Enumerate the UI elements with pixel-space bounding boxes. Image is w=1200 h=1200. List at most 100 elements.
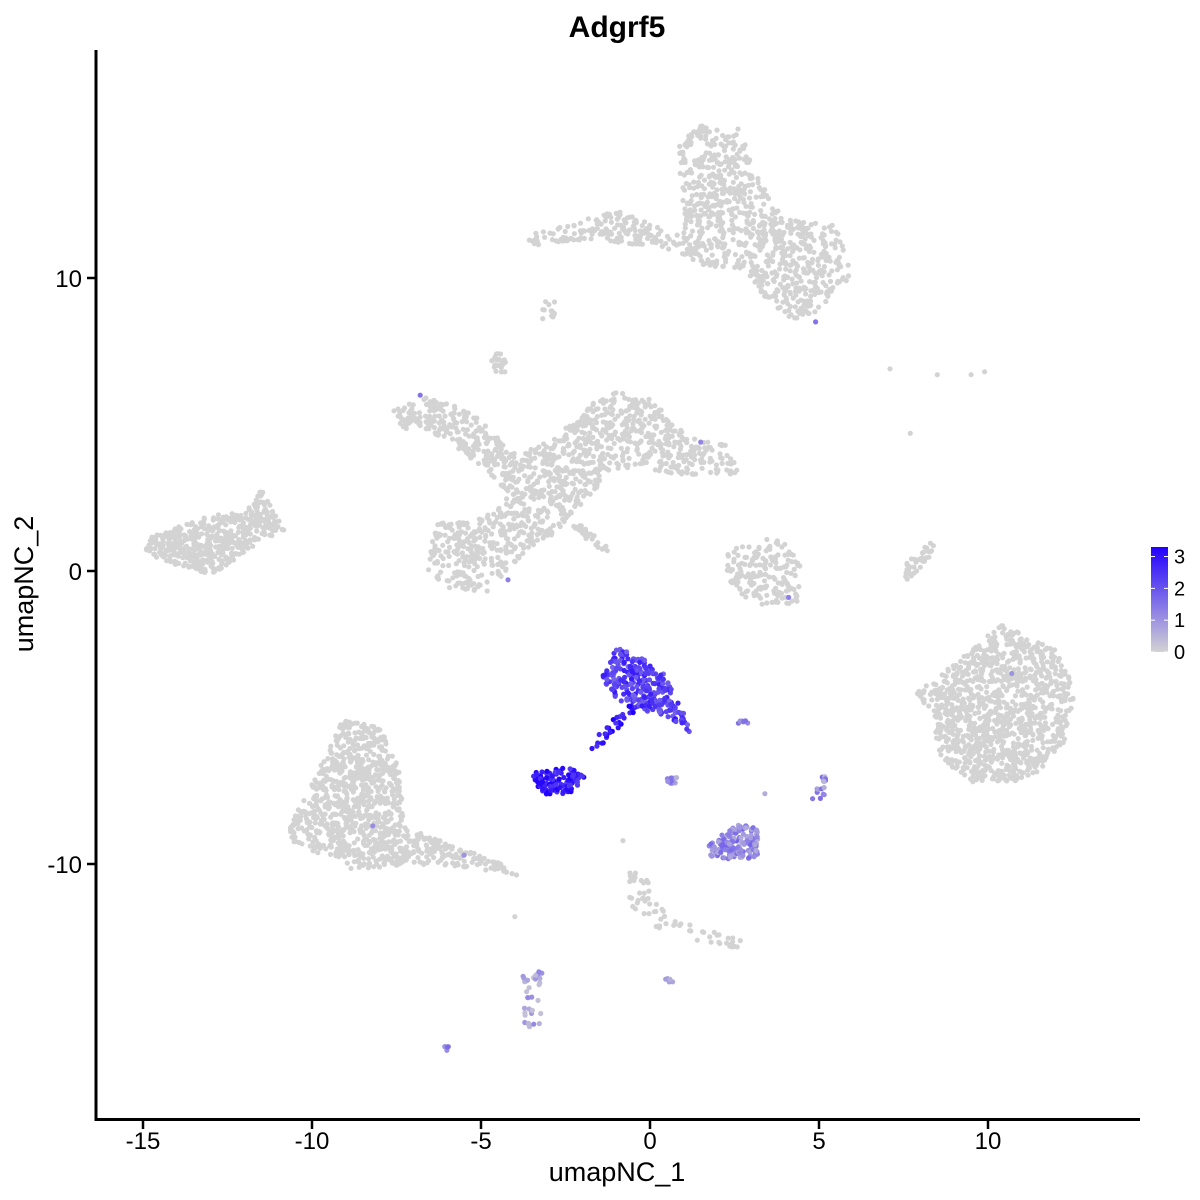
point-bottom-left — [345, 739, 351, 745]
point-top-right-large — [732, 163, 738, 169]
point-right-large — [1000, 630, 1006, 636]
point-center-star — [499, 451, 505, 457]
point-top-right-large — [760, 277, 766, 283]
point-center-star — [687, 460, 693, 466]
point-left-far — [231, 513, 237, 519]
point-bottom-left — [389, 858, 395, 865]
point-right-large — [1028, 647, 1034, 653]
point-bottom-left — [327, 851, 334, 858]
point-center-star — [482, 525, 488, 531]
point-center-star — [465, 447, 471, 453]
point-top-right-large — [788, 230, 794, 236]
point-center-star — [659, 449, 665, 456]
point-left-far — [201, 516, 207, 523]
point-center-star — [461, 539, 467, 545]
point-right-large — [945, 668, 952, 674]
point-center-star — [666, 455, 672, 461]
point-left-far — [195, 544, 201, 550]
point-right-large — [1056, 740, 1062, 746]
point-top-right-large — [793, 272, 799, 278]
point-center-star — [601, 465, 607, 471]
point-right-large — [980, 700, 986, 706]
point-top-right-large — [736, 155, 743, 161]
point-bottom-left — [395, 856, 401, 863]
point-center-star — [521, 501, 527, 507]
point-center-star — [516, 476, 522, 482]
point-center-star — [572, 486, 578, 492]
point-center-star — [522, 507, 528, 513]
point-right-large — [995, 777, 1002, 783]
point-top-right-large — [833, 237, 839, 243]
point-left-far — [207, 559, 213, 565]
point-small-arc — [753, 588, 759, 594]
point-top-right-large — [803, 230, 810, 236]
point-bottom-left — [404, 844, 410, 850]
point-right-large — [973, 647, 979, 653]
point-right-large — [950, 739, 956, 745]
point-right-large — [1000, 755, 1006, 761]
point-small-arc — [785, 551, 791, 558]
point-top-right-large — [827, 278, 834, 284]
point-top-right-large — [711, 173, 717, 179]
point-center-star — [615, 462, 622, 468]
point-top-right-large — [717, 176, 724, 182]
point-center-star — [434, 431, 440, 437]
point-bottom-left — [396, 807, 402, 814]
point-top-right-large — [709, 157, 715, 163]
point-right-large — [955, 707, 961, 713]
point-center-star — [652, 403, 658, 409]
point-bottom-left — [314, 792, 320, 798]
point-bottom-left — [351, 840, 357, 846]
point-bottom-left — [331, 786, 337, 793]
point-right-large — [1008, 722, 1014, 728]
point-bottom-left — [415, 855, 421, 861]
point-center-star — [600, 419, 606, 425]
point-center-star — [508, 503, 514, 509]
point-center-star — [674, 440, 681, 446]
point-right-large — [974, 744, 980, 750]
point-right-large — [979, 776, 985, 782]
point-bottom-left — [334, 752, 340, 758]
point-top-right-large — [714, 127, 720, 133]
point-right-large — [1011, 630, 1017, 636]
point-top-right-large — [805, 298, 811, 304]
point-right-large — [1006, 732, 1012, 738]
point-top-right-large — [747, 157, 753, 163]
point-center-star — [514, 487, 520, 493]
point-bottom-left — [474, 861, 480, 868]
point-right-large — [1040, 714, 1046, 720]
point-right-large — [1040, 664, 1046, 670]
point-center-star — [496, 571, 502, 577]
point-left-far — [152, 546, 158, 552]
point-right-large — [1007, 637, 1013, 643]
point-top-right-large — [589, 231, 595, 237]
point-center-star — [503, 550, 509, 556]
point-right-large — [1048, 678, 1054, 684]
point-center-star — [678, 443, 684, 449]
point-bottom-left — [431, 848, 437, 855]
point-center-star — [587, 479, 593, 485]
point-top-right-large — [603, 226, 609, 232]
point-top-right-large — [815, 256, 822, 262]
point-right-large — [1056, 727, 1062, 733]
point-left-far — [234, 551, 240, 557]
point-top-right-large — [599, 231, 605, 237]
point-center-star — [483, 440, 489, 446]
point-right-large — [944, 695, 950, 701]
point-top-right-large — [725, 159, 732, 165]
point-right-large — [947, 708, 953, 714]
point-left-far — [187, 554, 193, 560]
point-left-far — [220, 519, 226, 525]
point-right-large — [937, 688, 943, 694]
point-center-star — [440, 555, 446, 562]
point-right-large — [1012, 693, 1019, 699]
point-center-star — [458, 442, 464, 448]
point-top-right-large — [743, 240, 749, 246]
point-top-right-large — [731, 170, 737, 176]
point-center-star — [551, 436, 558, 442]
point-small-arc — [746, 544, 752, 550]
point-center-star — [546, 490, 552, 496]
point-left-far — [270, 527, 276, 533]
point-center-star — [460, 543, 467, 550]
point-bottom-left — [334, 742, 340, 748]
